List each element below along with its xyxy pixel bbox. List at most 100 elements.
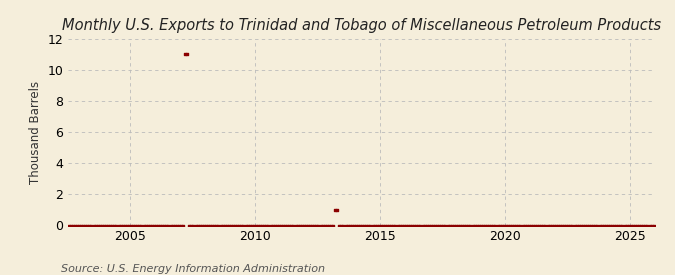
Point	[623, 223, 634, 228]
Point	[153, 223, 163, 228]
Point	[400, 223, 411, 228]
Point	[88, 223, 99, 228]
Point	[557, 223, 568, 228]
Point	[76, 223, 86, 228]
Point	[621, 223, 632, 228]
Point	[167, 223, 178, 228]
Point	[186, 223, 197, 228]
Point	[411, 223, 422, 228]
Point	[480, 223, 491, 228]
Point	[194, 223, 205, 228]
Point	[617, 223, 628, 228]
Point	[398, 223, 409, 228]
Point	[211, 223, 222, 228]
Point	[215, 223, 226, 228]
Point	[425, 223, 436, 228]
Point	[502, 223, 513, 228]
Point	[315, 223, 326, 228]
Point	[142, 223, 153, 228]
Point	[161, 223, 172, 228]
Point	[306, 223, 317, 228]
Point	[105, 223, 115, 228]
Point	[273, 223, 284, 228]
Point	[155, 223, 165, 228]
Point	[605, 223, 616, 228]
Point	[254, 223, 265, 228]
Point	[565, 223, 576, 228]
Point	[575, 223, 586, 228]
Point	[124, 223, 134, 228]
Point	[463, 223, 474, 228]
Point	[430, 223, 441, 228]
Point	[619, 223, 630, 228]
Point	[72, 223, 82, 228]
Point	[234, 223, 245, 228]
Point	[413, 223, 424, 228]
Point	[446, 223, 457, 228]
Point	[613, 223, 624, 228]
Point	[371, 223, 382, 228]
Point	[365, 223, 376, 228]
Point	[323, 223, 334, 228]
Point	[53, 223, 63, 228]
Point	[178, 223, 188, 228]
Point	[490, 223, 501, 228]
Point	[334, 223, 345, 228]
Point	[550, 223, 561, 228]
Point	[646, 223, 657, 228]
Point	[434, 223, 445, 228]
Point	[367, 223, 378, 228]
Point	[546, 223, 557, 228]
Point	[256, 223, 267, 228]
Point	[648, 223, 659, 228]
Point	[329, 208, 340, 212]
Point	[448, 223, 459, 228]
Point	[486, 223, 497, 228]
Point	[457, 223, 468, 228]
Point	[190, 223, 201, 228]
Point	[388, 223, 399, 228]
Text: Source: U.S. Energy Information Administration: Source: U.S. Energy Information Administ…	[61, 264, 325, 274]
Point	[394, 223, 405, 228]
Point	[163, 223, 174, 228]
Point	[634, 223, 645, 228]
Point	[553, 223, 564, 228]
Point	[511, 223, 522, 228]
Point	[173, 223, 184, 228]
Point	[294, 223, 305, 228]
Point	[74, 223, 84, 228]
Point	[500, 223, 511, 228]
Point	[640, 223, 651, 228]
Point	[227, 223, 238, 228]
Point	[221, 223, 232, 228]
Point	[542, 223, 553, 228]
Point	[336, 223, 347, 228]
Point	[498, 223, 509, 228]
Point	[382, 223, 393, 228]
Point	[332, 208, 343, 212]
Point	[261, 223, 272, 228]
Point	[80, 223, 90, 228]
Point	[369, 223, 380, 228]
Point	[469, 223, 480, 228]
Point	[471, 223, 482, 228]
Point	[219, 223, 230, 228]
Point	[540, 223, 551, 228]
Point	[122, 223, 132, 228]
Point	[313, 223, 324, 228]
Point	[607, 223, 618, 228]
Point	[281, 223, 292, 228]
Point	[588, 223, 599, 228]
Point	[584, 223, 595, 228]
Point	[107, 223, 117, 228]
Point	[146, 223, 157, 228]
Point	[459, 223, 470, 228]
Point	[523, 223, 534, 228]
Point	[269, 223, 280, 228]
Point	[180, 52, 190, 56]
Point	[407, 223, 418, 228]
Point	[248, 223, 259, 228]
Point	[148, 223, 159, 228]
Point	[275, 223, 286, 228]
Point	[311, 223, 322, 228]
